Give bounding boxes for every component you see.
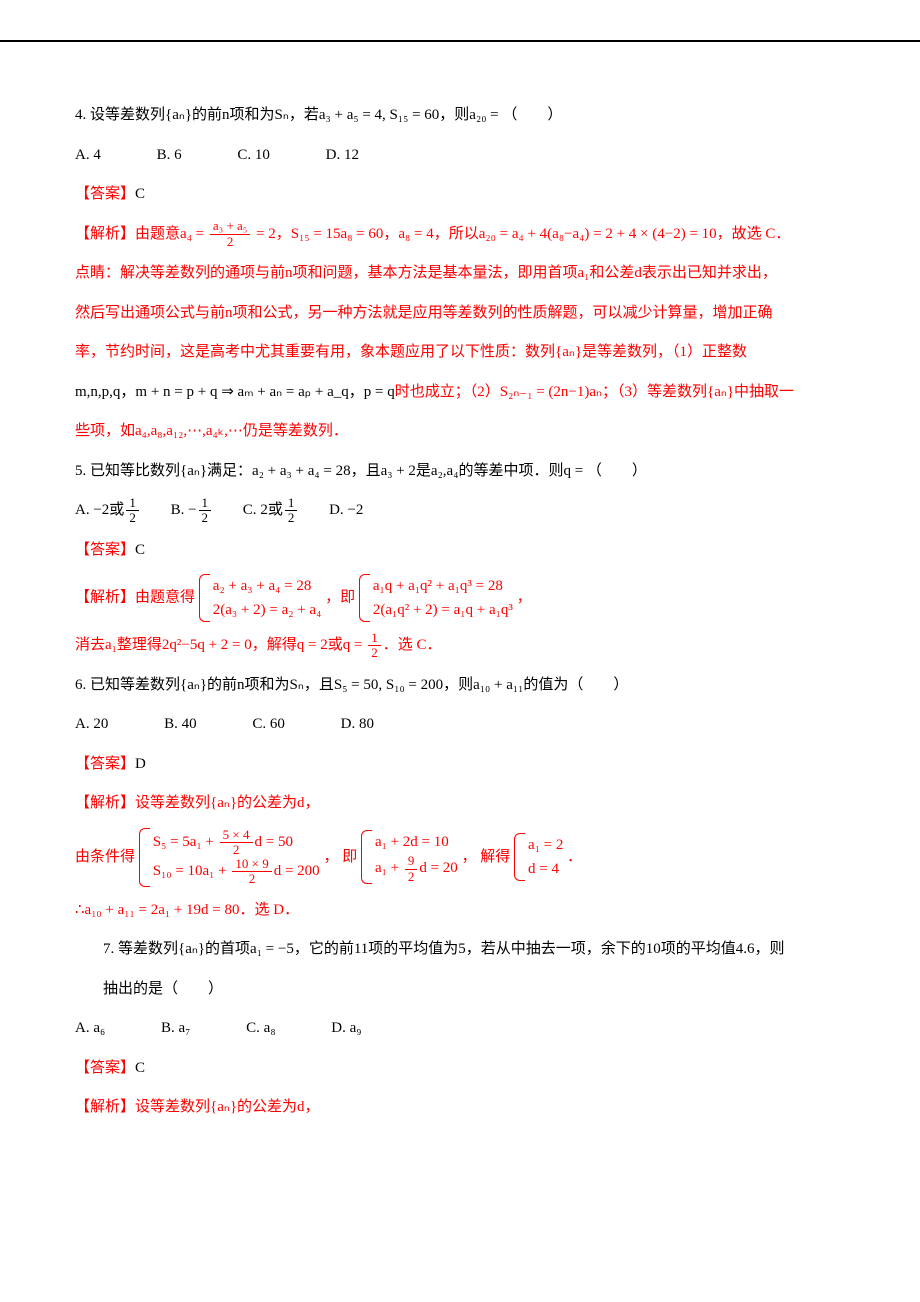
expl-label: 【解析】 xyxy=(75,1099,135,1115)
q7-opt-c: C. a₈ xyxy=(246,1020,301,1036)
q4-hint-2: 然后写出通项公式与前n项和公式，另一种方法就是应用等差数列的性质解题，可以减少计… xyxy=(75,298,845,330)
q4-answer: 【答案】C xyxy=(75,179,845,211)
equation-system: a₁q + a₁q² + a₁q³ = 28 2(a₁q² + 2) = a₁q… xyxy=(359,574,513,622)
q7-opt-b: B. a₇ xyxy=(161,1020,216,1036)
q6-opt-a: A. 20 xyxy=(75,716,134,732)
q4-opt-a: A. 4 xyxy=(75,147,127,163)
q4-stem: 4. 设等差数列{aₙ}的前n项和为Sₙ，若a₃ + a₅ = 4, S₁₅ =… xyxy=(75,100,845,132)
q4-opt-b: B. 6 xyxy=(157,147,208,163)
answer-label: 【答案】 xyxy=(75,186,135,202)
q4-opt-c: C. 10 xyxy=(237,147,296,163)
q5-opt-a: A. −2或12 xyxy=(75,502,141,518)
answer-label: 【答案】 xyxy=(75,542,135,558)
expl-label: 【解析】 xyxy=(75,589,135,605)
q4-options: A. 4 B. 6 C. 10 D. 12 xyxy=(75,140,845,172)
q5-opt-c: C. 2或12 xyxy=(243,502,300,518)
q6-opt-c: C. 60 xyxy=(252,716,311,732)
q6-options: A. 20 B. 40 C. 60 D. 80 xyxy=(75,709,845,741)
q7-answer: 【答案】C xyxy=(75,1053,845,1085)
q5-opt-d: D. −2 xyxy=(329,502,363,518)
q4-hint-1: 点睛：解决等差数列的通项与前n项和问题，基本方法是基本量法，即用首项a₁和公差d… xyxy=(75,258,845,290)
answer-label: 【答案】 xyxy=(75,756,135,772)
equation-system: S₅ = 5a₁ + 5 × 42d = 50 S₁₀ = 10a₁ + 10 … xyxy=(139,828,320,887)
q7-stem-2: 抽出的是（ ） xyxy=(75,974,845,1006)
q7-options: A. a₆ B. a₇ C. a₈ D. a₉ xyxy=(75,1013,845,1045)
q6-stem: 6. 已知等差数列{aₙ}的前n项和为Sₙ，且S₅ = 50, S₁₀ = 20… xyxy=(75,670,845,702)
answer-value: C xyxy=(135,186,145,202)
q6-conclusion: ∴a₁₀ + a₁₁ = 2a₁ + 19d = 80．选 D． xyxy=(75,895,845,927)
answer-value: C xyxy=(135,1060,145,1076)
expl-label: 【解析】 xyxy=(75,795,135,811)
q6-explanation-1: 【解析】设等差数列{aₙ}的公差为d， xyxy=(75,788,845,820)
answer-label: 【答案】 xyxy=(75,1060,135,1076)
fraction: a₃ + a₅2 xyxy=(210,219,250,249)
q6-opt-d: D. 80 xyxy=(341,716,400,732)
q4-opt-d: D. 12 xyxy=(326,147,385,163)
q4-explanation-1: 【解析】由题意a₄ = a₃ + a₅2 = 2，S₁₅ = 15a₈ = 60… xyxy=(75,219,845,251)
q4-hint-4: m,n,p,q，m + n = p + q ⇒ aₘ + aₙ = aₚ + a… xyxy=(75,377,845,409)
q5-opt-b: B. −12 xyxy=(171,502,213,518)
answer-value: D xyxy=(135,756,146,772)
page: 4. 设等差数列{aₙ}的前n项和为Sₙ，若a₃ + a₅ = 4, S₁₅ =… xyxy=(0,40,920,1172)
q7-opt-d: D. a₉ xyxy=(331,1020,387,1036)
q5-explanation-1: 【解析】由题意得 a₂ + a₃ + a₄ = 28 2(a₃ + 2) = a… xyxy=(75,574,845,622)
q7-explanation-1: 【解析】设等差数列{aₙ}的公差为d， xyxy=(75,1092,845,1124)
q4-hint-5: 些项，如a₄,a₈,a₁₂,⋯,a₄ₖ,⋯仍是等差数列． xyxy=(75,416,845,448)
q6-answer: 【答案】D xyxy=(75,749,845,781)
q7-stem-1: 7. 等差数列{aₙ}的首项a₁ = −5，它的前11项的平均值为5，若从中抽去… xyxy=(75,934,845,966)
q5-explanation-2: 消去a₁整理得2q²−5q + 2 = 0，解得q = 2或q = 12．选 C… xyxy=(75,630,845,662)
q5-answer: 【答案】C xyxy=(75,535,845,567)
q6-opt-b: B. 40 xyxy=(164,716,223,732)
equation-system: a₂ + a₃ + a₄ = 28 2(a₃ + 2) = a₂ + a₄ xyxy=(199,574,322,622)
q4-hint-3: 率，节约时间，这是高考中尤其重要有用，象本题应用了以下性质：数列{aₙ}是等差数… xyxy=(75,337,845,369)
equation-system: a₁ = 2 d = 4 xyxy=(514,833,563,881)
q7-opt-a: A. a₆ xyxy=(75,1020,131,1036)
q5-options: A. −2或12 B. −12 C. 2或12 D. −2 xyxy=(75,495,845,527)
q5-stem: 5. 已知等比数列{aₙ}满足：a₂ + a₃ + a₄ = 28，且a₃ + … xyxy=(75,456,845,488)
expl-label: 【解析】 xyxy=(75,226,135,242)
equation-system: a₁ + 2d = 10 a₁ + 92d = 20 xyxy=(361,830,458,884)
answer-value: C xyxy=(135,542,145,558)
q6-condition: 由条件得 S₅ = 5a₁ + 5 × 42d = 50 S₁₀ = 10a₁ … xyxy=(75,828,845,887)
